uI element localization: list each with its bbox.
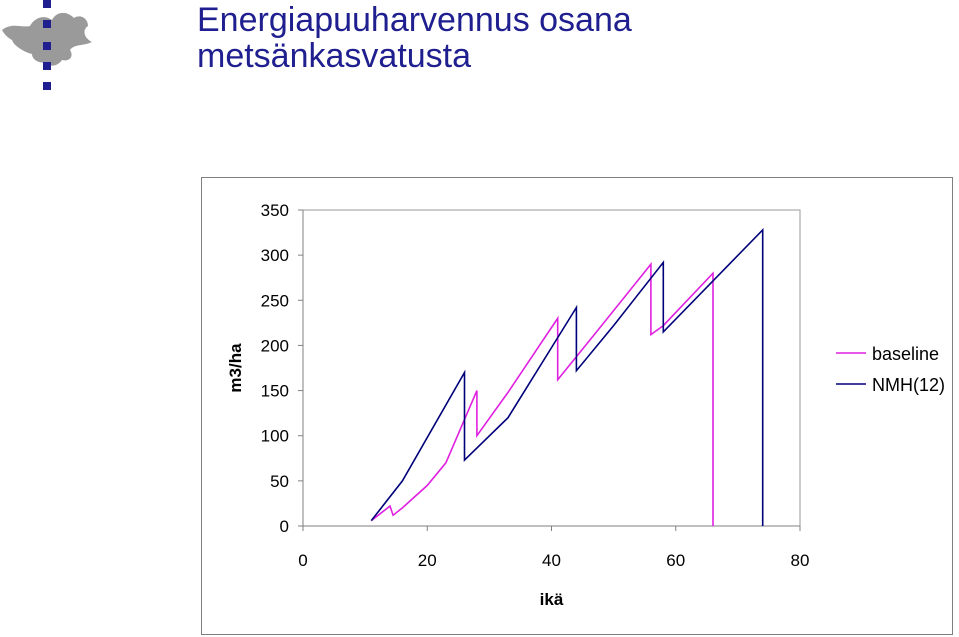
y-tick-label: 0 [280, 517, 289, 536]
title-line-2: metsänkasvatusta [197, 37, 472, 75]
x-tick-label: 60 [666, 551, 685, 570]
y-axis-title: m3/ha [226, 343, 245, 393]
flame-icon [2, 12, 92, 66]
legend-label-1: NMH(12) [872, 375, 945, 395]
title-line-1: Energiapuuharvennus osana [197, 1, 632, 39]
y-tick-label: 50 [270, 472, 289, 491]
y-tick-label: 250 [261, 291, 289, 310]
x-tick-label: 40 [542, 551, 561, 570]
dots-icon [43, 0, 51, 90]
x-axis-title: ikä [540, 590, 564, 609]
series-line-0 [370, 261, 714, 526]
x-tick-label: 0 [298, 551, 307, 570]
y-tick-label: 300 [261, 246, 289, 265]
x-tick-label: 80 [791, 551, 810, 570]
y-tick-label: 150 [261, 382, 289, 401]
page-title: Energiapuuharvennus osana metsänkasvatus… [197, 2, 632, 74]
y-tick-label: 350 [261, 201, 289, 220]
y-tick-label: 200 [261, 336, 289, 355]
series-line-1 [370, 227, 764, 526]
university-logo [2, 0, 92, 90]
plot-area [302, 209, 801, 527]
y-tick-label: 100 [261, 427, 289, 446]
x-tick-label: 20 [418, 551, 437, 570]
chart-frame [201, 177, 953, 635]
legend-label-0: baseline [872, 344, 939, 364]
